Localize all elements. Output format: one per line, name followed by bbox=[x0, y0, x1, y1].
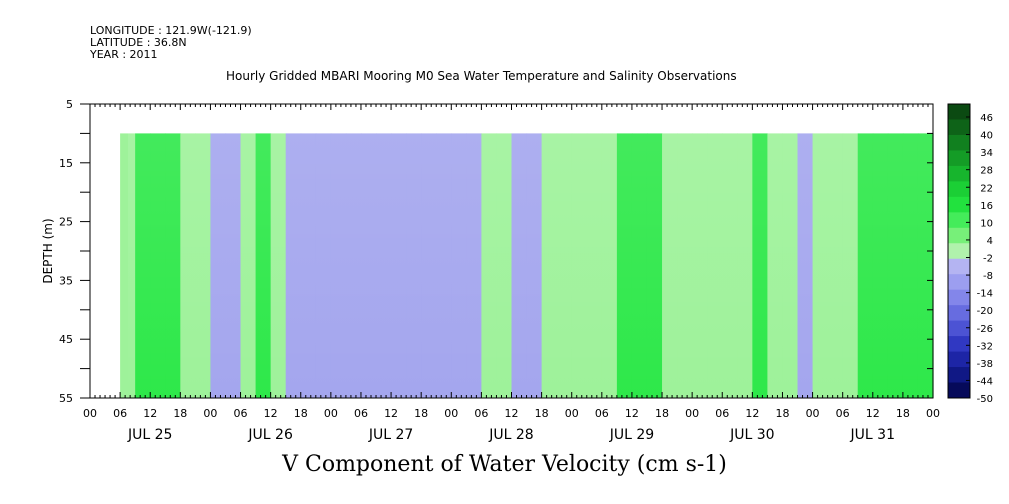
colorbar-swatch bbox=[948, 181, 970, 198]
y-axis: 5 15 25 35 45 55 bbox=[59, 98, 933, 405]
x-tick-label: 00 bbox=[806, 407, 820, 420]
x-tick-label: 18 bbox=[173, 407, 187, 420]
depth-shading bbox=[128, 133, 933, 398]
x-day-label: JUL 27 bbox=[368, 427, 413, 443]
x-day-label: JUL 30 bbox=[729, 427, 774, 443]
colorbar-label: -14 bbox=[977, 289, 993, 300]
colorbar-frame bbox=[947, 103, 971, 399]
colorbar-swatch bbox=[948, 351, 970, 368]
colorbar-label: 46 bbox=[980, 113, 993, 124]
x-day-label: JUL 26 bbox=[247, 427, 293, 443]
y-tick-label: 5 bbox=[66, 98, 73, 111]
x-tick-label: 06 bbox=[595, 407, 609, 420]
y-tick-label: 35 bbox=[59, 274, 73, 287]
y-tick-label: 55 bbox=[59, 392, 73, 405]
colorbar-label: 34 bbox=[980, 148, 993, 159]
colorbar-label: 22 bbox=[980, 183, 993, 194]
colorbar: 46 40 34 28 22 16 10 4 -2 -8 -14 -20 -26 -32 -38 -44 -50 bbox=[947, 103, 993, 405]
colorbar-swatch bbox=[948, 274, 970, 291]
y-tick-label: 45 bbox=[59, 333, 73, 346]
y-tick-label: 15 bbox=[59, 157, 73, 170]
x-day-label: JUL 28 bbox=[488, 427, 533, 443]
colorbar-swatch bbox=[948, 134, 970, 151]
year-label: YEAR : 2011 bbox=[90, 48, 158, 61]
colorbar-swatch bbox=[948, 305, 970, 322]
x-tick-label: 00 bbox=[83, 407, 97, 420]
colorbar-swatch bbox=[948, 196, 970, 213]
x-tick-label: 00 bbox=[926, 407, 940, 420]
x-day-label: JUL 25 bbox=[127, 427, 172, 443]
x-tick-label: 18 bbox=[775, 407, 789, 420]
x-tick-label: 00 bbox=[203, 407, 217, 420]
x-tick-label: 18 bbox=[896, 407, 910, 420]
colorbar-label: -26 bbox=[977, 324, 993, 335]
x-tick-label: 18 bbox=[535, 407, 549, 420]
colorbar-swatch bbox=[948, 258, 970, 275]
colorbar-label: 28 bbox=[980, 166, 993, 177]
x-tick-label: 00 bbox=[444, 407, 458, 420]
chart-title: Hourly Gridded MBARI Mooring M0 Sea Wate… bbox=[226, 69, 737, 83]
colorbar-label: -38 bbox=[977, 359, 993, 370]
colorbar-label: -20 bbox=[977, 306, 993, 317]
colorbar-swatch bbox=[948, 104, 970, 120]
y-tick-label: 25 bbox=[59, 216, 73, 229]
colorbar-swatch bbox=[948, 212, 970, 229]
x-tick-label: 12 bbox=[505, 407, 519, 420]
x-day-label: JUL 31 bbox=[850, 427, 895, 443]
x-tick-label: 06 bbox=[836, 407, 850, 420]
colorbar-label: 10 bbox=[980, 218, 993, 229]
colorbar-swatch bbox=[948, 150, 970, 167]
y-axis-label: DEPTH (m) bbox=[41, 218, 55, 283]
colorbar-label: -2 bbox=[983, 254, 993, 265]
colorbar-swatch bbox=[948, 382, 970, 399]
x-tick-label: 06 bbox=[354, 407, 368, 420]
x-tick-label: 12 bbox=[866, 407, 880, 420]
x-tick-label: 00 bbox=[324, 407, 338, 420]
colorbar-swatch bbox=[948, 289, 970, 306]
x-tick-label: 12 bbox=[745, 407, 759, 420]
x-day-label: JUL 29 bbox=[609, 427, 654, 443]
colorbar-label: -44 bbox=[977, 376, 993, 387]
x-tick-label: 12 bbox=[143, 407, 157, 420]
x-tick-label: 06 bbox=[715, 407, 729, 420]
colorbar-label: -8 bbox=[983, 271, 993, 282]
x-tick-label: 06 bbox=[113, 407, 127, 420]
x-tick-label: 00 bbox=[685, 407, 699, 420]
colorbar-swatch bbox=[948, 367, 970, 384]
colorbar-label: 4 bbox=[987, 236, 993, 247]
x-axis-title: V Component of Water Velocity (cm s-1) bbox=[282, 452, 727, 477]
colorbar-swatch bbox=[948, 227, 970, 244]
x-tick-label: 06 bbox=[474, 407, 488, 420]
x-tick-label: 00 bbox=[565, 407, 579, 420]
x-tick-label: 12 bbox=[625, 407, 639, 420]
x-tick-label: 18 bbox=[655, 407, 669, 420]
x-axis: 00 06 12 18 00 06 12 18 00 06 12 18 00 06 12 18 00 06 12 18… bbox=[83, 104, 940, 443]
longitude-label: LONGITUDE : 121.9W(-121.9) bbox=[90, 24, 252, 37]
colorbar-label: 16 bbox=[980, 201, 993, 212]
x-tick-label: 06 bbox=[234, 407, 248, 420]
colorbar-label: 40 bbox=[980, 131, 993, 142]
x-tick-label: 18 bbox=[294, 407, 308, 420]
colorbar-swatch bbox=[948, 119, 970, 136]
colorbar-swatch bbox=[948, 336, 970, 353]
x-tick-label: 18 bbox=[414, 407, 428, 420]
latitude-label: LATITUDE : 36.8N bbox=[90, 36, 187, 49]
colorbar-swatch bbox=[948, 243, 970, 260]
colorbar-swatch bbox=[948, 165, 970, 182]
x-tick-label: 12 bbox=[384, 407, 398, 420]
colorbar-swatch bbox=[948, 320, 970, 337]
x-tick-label: 12 bbox=[264, 407, 278, 420]
colorbar-label: -50 bbox=[977, 394, 993, 405]
colorbar-label: -32 bbox=[977, 341, 993, 352]
